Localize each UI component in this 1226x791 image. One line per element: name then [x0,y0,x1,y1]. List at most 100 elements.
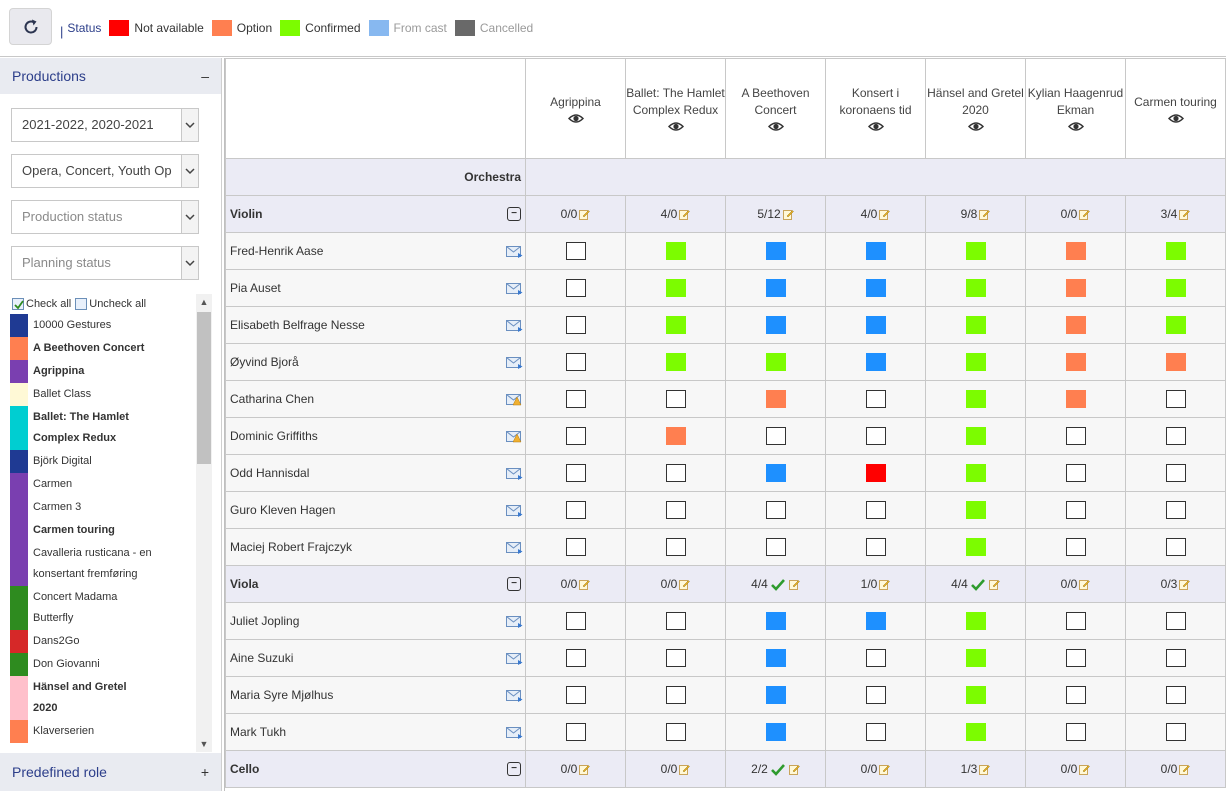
assignment-cell[interactable] [525,232,626,270]
status-box-confirmed[interactable] [665,242,686,260]
assignment-cell[interactable] [525,676,626,714]
assignment-cell[interactable] [525,602,626,640]
filter-select[interactable]: 2021-2022, 2020-2021 [11,108,199,142]
assignment-cell[interactable] [525,454,626,492]
filter-select[interactable]: Opera, Concert, Youth Op [11,154,199,188]
production-column-header[interactable]: Konsert i koronaens tid [825,58,926,159]
status-box-empty[interactable] [565,242,586,260]
assignment-cell[interactable] [1025,454,1126,492]
edit-icon[interactable] [1079,209,1091,221]
assignment-cell[interactable] [725,528,826,566]
status-box-confirmed[interactable] [965,686,986,704]
assignment-cell[interactable] [725,713,826,751]
assignment-cell[interactable] [1125,343,1226,381]
production-item[interactable]: Cavalleria rusticana - en konsertant frem… [10,542,195,586]
edit-icon[interactable] [879,579,891,591]
assignment-cell[interactable] [1025,639,1126,677]
assignment-cell[interactable] [1125,380,1226,418]
assignment-cell[interactable] [825,676,926,714]
eye-icon[interactable] [967,121,984,132]
assignment-cell[interactable] [1125,417,1226,455]
assignment-cell[interactable] [1025,380,1126,418]
chevron-down-icon[interactable] [181,247,198,279]
refresh-button[interactable] [9,8,52,45]
status-box-option[interactable] [1065,390,1086,408]
assignment-cell[interactable] [925,528,1026,566]
status-box-confirmed[interactable] [965,723,986,741]
status-box-empty[interactable] [665,464,686,482]
edit-icon[interactable] [788,579,800,591]
assignment-cell[interactable] [1025,676,1126,714]
assignment-cell[interactable] [1025,306,1126,344]
assignment-cell[interactable] [625,602,726,640]
status-box-confirmed[interactable] [965,464,986,482]
production-item[interactable]: Carmen touring [10,519,195,542]
assignment-cell[interactable] [825,528,926,566]
assignment-cell[interactable] [525,380,626,418]
status-box-empty[interactable] [1065,427,1086,445]
status-box-empty[interactable] [1165,427,1186,445]
status-box-empty[interactable] [1065,464,1086,482]
status-box-empty[interactable] [565,464,586,482]
status-box-empty[interactable] [1165,501,1186,519]
production-item[interactable]: Concert Madama Butterfly [10,586,195,630]
assignment-cell[interactable] [525,491,626,529]
edit-icon[interactable] [1079,579,1091,591]
assignment-cell[interactable] [1025,713,1126,751]
edit-icon[interactable] [1079,764,1091,776]
assignment-cell[interactable] [625,417,726,455]
status-box-from-cast[interactable] [865,353,886,371]
status-box-from-cast[interactable] [765,242,786,260]
scroll-down-icon[interactable]: ▼ [199,739,209,749]
assignment-cell[interactable] [725,491,826,529]
edit-icon[interactable] [979,764,991,776]
status-box-empty[interactable] [565,279,586,297]
production-column-header[interactable]: A Beethoven Concert [725,58,826,159]
status-box-empty[interactable] [1065,723,1086,741]
status-box-empty[interactable] [565,390,586,408]
edit-icon[interactable] [1179,209,1191,221]
status-box-empty[interactable] [665,501,686,519]
status-box-confirmed[interactable] [765,353,786,371]
eye-icon[interactable] [567,113,584,124]
status-box-confirmed[interactable] [965,279,986,297]
assignment-cell[interactable] [525,343,626,381]
status-box-option[interactable] [1165,353,1186,371]
status-box-from-cast[interactable] [765,279,786,297]
assignment-cell[interactable] [525,417,626,455]
mail-warning-icon[interactable] [506,393,523,406]
mail-icon[interactable] [506,652,523,665]
assignment-cell[interactable] [625,306,726,344]
status-box-empty[interactable] [565,353,586,371]
status-box-confirmed[interactable] [1165,242,1186,260]
assignment-cell[interactable] [625,491,726,529]
production-item[interactable]: Björk Digital [10,450,195,473]
assignment-cell[interactable] [1025,269,1126,307]
scroll-up-icon[interactable]: ▲ [199,297,209,307]
status-box-empty[interactable] [1065,501,1086,519]
mail-icon[interactable] [506,282,523,295]
status-box-confirmed[interactable] [665,353,686,371]
status-box-empty[interactable] [1165,464,1186,482]
status-box-empty[interactable] [865,538,886,556]
status-box-confirmed[interactable] [1165,316,1186,334]
status-box-empty[interactable] [565,316,586,334]
filter-select[interactable]: Production status [11,200,199,234]
assignment-cell[interactable] [925,491,1026,529]
assignment-cell[interactable] [825,269,926,307]
assignment-cell[interactable] [1125,676,1226,714]
status-box-confirmed[interactable] [665,279,686,297]
status-box-empty[interactable] [1065,538,1086,556]
status-box-empty[interactable] [665,390,686,408]
mail-icon[interactable] [506,689,523,702]
eye-icon[interactable] [1067,121,1084,132]
assignment-cell[interactable] [825,713,926,751]
status-box-empty[interactable] [565,612,586,630]
assignment-cell[interactable] [525,639,626,677]
status-box-from-cast[interactable] [865,316,886,334]
status-box-confirmed[interactable] [1165,279,1186,297]
edit-icon[interactable] [782,209,794,221]
production-item[interactable]: Don Giovanni [10,653,195,676]
status-box-option[interactable] [765,390,786,408]
status-box-empty[interactable] [865,723,886,741]
